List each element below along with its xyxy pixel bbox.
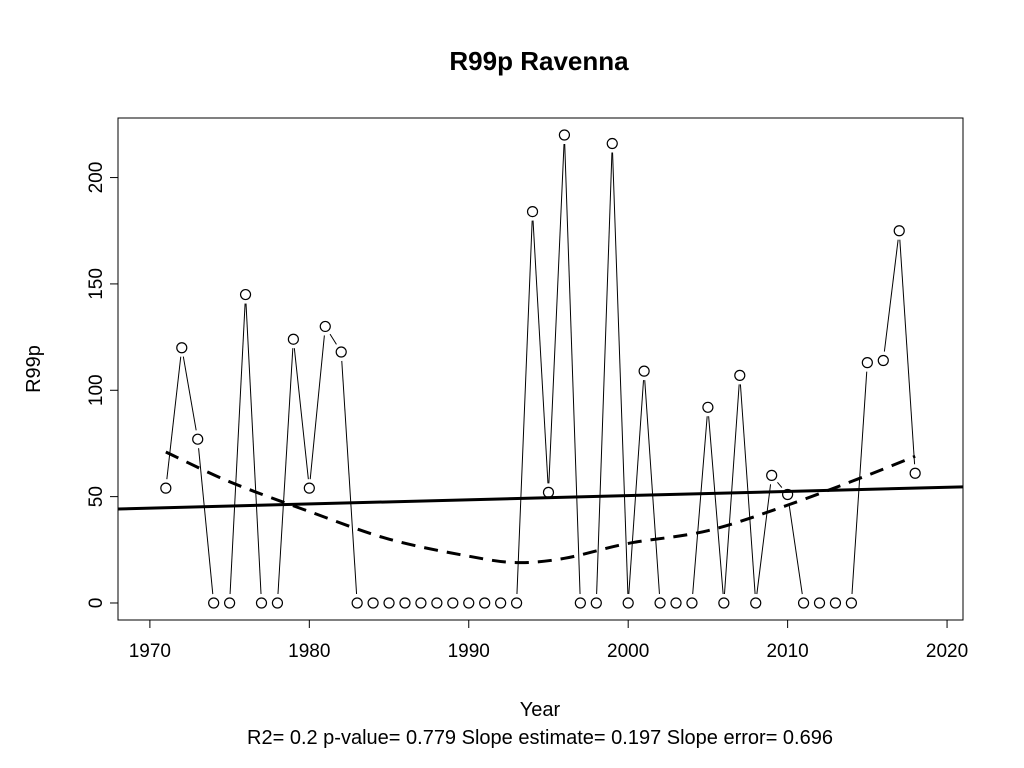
data-point xyxy=(590,597,602,609)
smoothed-trend-line xyxy=(165,450,916,565)
data-point xyxy=(909,467,921,479)
series-segment xyxy=(166,356,182,480)
y-tick-label: 0 xyxy=(86,598,107,609)
data-point xyxy=(192,433,204,445)
data-point xyxy=(829,597,842,609)
chart-title: R99p Ravenna xyxy=(449,46,629,76)
data-point xyxy=(734,369,746,381)
y-tick-label: 150 xyxy=(86,268,107,300)
data-point xyxy=(367,597,379,609)
data-point xyxy=(463,597,475,609)
series-segment xyxy=(708,416,724,595)
data-point xyxy=(287,333,299,345)
data-point xyxy=(638,365,650,377)
data-point xyxy=(526,205,539,218)
data-point xyxy=(208,597,220,609)
series-segment xyxy=(612,152,629,595)
series-segment xyxy=(723,384,740,595)
data-point xyxy=(702,401,714,413)
series-segment xyxy=(899,239,916,465)
y-tick-label: 200 xyxy=(86,162,107,194)
data-point xyxy=(319,320,331,333)
data-point xyxy=(654,597,666,609)
x-tick-label: 2010 xyxy=(766,641,808,662)
series-segment xyxy=(229,303,246,595)
series-segment xyxy=(692,416,708,595)
data-point xyxy=(383,597,395,609)
data-point xyxy=(160,482,172,494)
y-axis-label: R99p xyxy=(23,345,45,393)
data-point xyxy=(447,597,459,609)
x-tick-label: 1990 xyxy=(448,641,490,662)
data-point xyxy=(495,597,507,609)
data-point xyxy=(750,597,762,609)
data-point xyxy=(813,597,826,609)
series-segment xyxy=(851,371,868,595)
series-segment xyxy=(564,143,581,595)
y-axis: 0 50 100 150 200 xyxy=(86,162,118,609)
linear-trend-line xyxy=(118,485,963,511)
series-segment xyxy=(516,220,533,595)
data-point xyxy=(239,288,252,301)
data-point xyxy=(877,354,889,367)
data-point xyxy=(271,597,284,609)
data-point xyxy=(542,486,555,498)
series-segment xyxy=(341,360,358,595)
series-segment xyxy=(596,152,613,595)
data-point xyxy=(670,597,682,609)
series-segment xyxy=(777,481,783,488)
x-axis-label: Year xyxy=(520,699,561,721)
series-segment xyxy=(532,220,549,484)
y-tick-label: 50 xyxy=(86,486,107,507)
data-point xyxy=(766,469,778,481)
data-point xyxy=(176,342,188,354)
series-segment xyxy=(245,303,262,595)
data-point xyxy=(479,597,491,609)
x-axis: 1970 1980 1990 2000 2010 2020 xyxy=(129,620,968,662)
stats-line: R2= 0.2 p-value= 0.779 Slope estimate= 0… xyxy=(247,727,833,749)
series-segment xyxy=(628,380,645,595)
data-point xyxy=(861,357,873,369)
data-point xyxy=(782,488,794,501)
data-point xyxy=(606,137,618,150)
data-point xyxy=(399,597,411,609)
series-segment xyxy=(739,384,756,595)
data-point xyxy=(797,597,810,609)
data-point xyxy=(255,597,268,609)
data-point xyxy=(622,597,634,609)
series-segment xyxy=(277,348,294,595)
x-tick-label: 2020 xyxy=(926,641,968,662)
series-segment xyxy=(293,348,309,480)
plot-content xyxy=(118,129,963,609)
data-point xyxy=(431,597,443,609)
data-point xyxy=(351,597,363,609)
series-segment xyxy=(198,448,214,595)
y-tick-label: 100 xyxy=(86,374,107,406)
data-point xyxy=(845,597,857,609)
series-segment xyxy=(309,335,325,480)
series-segment xyxy=(548,143,565,484)
data-point xyxy=(510,597,523,609)
x-tick-label: 1980 xyxy=(288,641,330,662)
data-point xyxy=(335,346,347,358)
plot-frame xyxy=(117,117,964,621)
series-segment xyxy=(756,484,772,595)
series-segment xyxy=(644,380,660,595)
series-segment xyxy=(182,356,197,431)
x-tick-label: 2000 xyxy=(607,641,649,662)
data-point xyxy=(893,225,905,237)
x-tick-label: 1970 xyxy=(129,641,171,662)
data-point xyxy=(224,597,236,609)
data-point xyxy=(718,597,730,609)
data-point xyxy=(303,482,315,494)
series-segment xyxy=(883,239,899,352)
series-segment xyxy=(788,503,803,595)
series-segment xyxy=(329,333,337,345)
data-point xyxy=(574,597,586,609)
data-point xyxy=(415,597,427,609)
data-point xyxy=(686,597,698,609)
data-point xyxy=(558,129,571,141)
